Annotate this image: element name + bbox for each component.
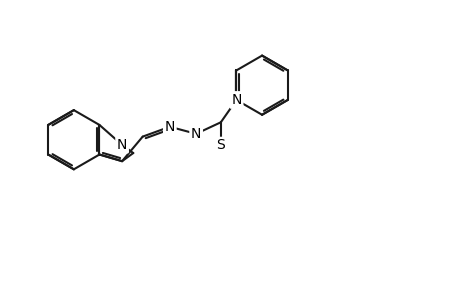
- Text: S: S: [216, 138, 225, 152]
- Text: N: N: [231, 93, 241, 107]
- Text: N: N: [190, 127, 201, 141]
- Text: N: N: [231, 93, 241, 107]
- Text: N: N: [164, 120, 174, 134]
- Text: N: N: [117, 138, 127, 152]
